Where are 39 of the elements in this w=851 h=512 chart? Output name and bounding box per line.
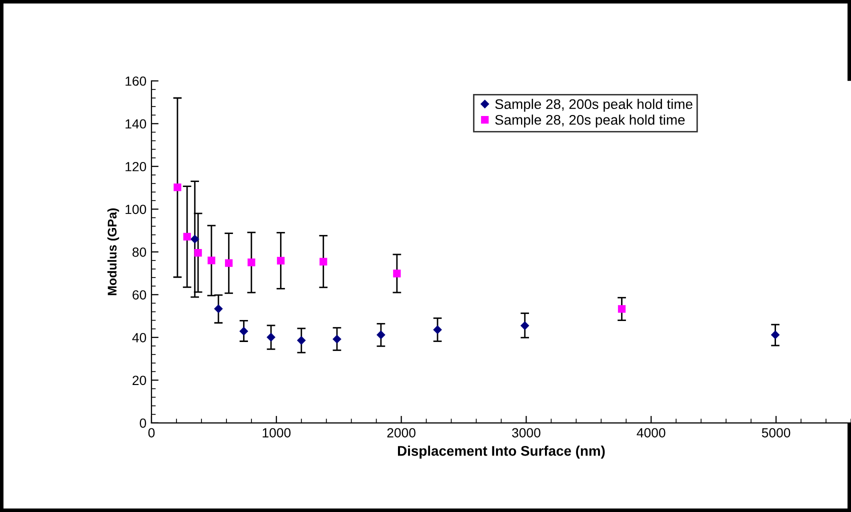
point [297,336,306,345]
x-tick-label: 1000 [262,428,291,438]
y-tick-label: 120 [126,162,146,172]
point [520,322,529,330]
point [208,256,216,264]
y-tick-label: 60 [132,290,146,300]
y-tick-label: 20 [132,376,146,386]
point [433,326,442,334]
y-tick-label: 80 [132,247,146,257]
y-axis-title: Modulus (GPa) [107,208,120,296]
x-tick-label: 5000 [762,428,790,438]
point [771,330,780,339]
point [248,258,256,266]
point [376,330,386,339]
x-tick-label: 4000 [636,428,666,438]
x-tick-label: 0 [148,428,155,438]
point [183,232,191,241]
y-tick-label: 0 [140,418,146,428]
x-axis-title: Displacement Into Surface (nm) [398,446,605,459]
point [320,258,328,266]
legend-label: Sample 28, 200s peak hold time [495,98,692,112]
point [214,304,223,313]
point [190,234,199,244]
y-tick-label: 140 [126,119,146,129]
point [240,327,248,336]
legend-label: Sample 28, 20s peak hold time [495,114,685,128]
point [174,184,182,192]
y-tick-label: 40 [132,332,146,342]
point [618,305,626,313]
point [393,270,401,278]
x-tick-label: 3000 [512,428,540,438]
point [224,259,233,267]
point [194,248,202,257]
point [266,333,276,342]
y-tick-label: 100 [126,204,146,214]
point [332,334,342,344]
y-tick-label: 160 [126,76,146,86]
point [276,256,285,264]
x-tick-label: 2000 [387,428,416,438]
